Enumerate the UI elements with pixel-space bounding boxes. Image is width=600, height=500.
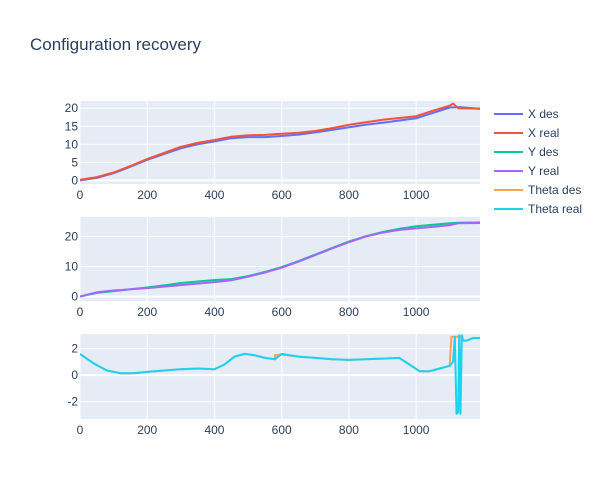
y-tick-label: 10	[65, 137, 79, 151]
legend-item[interactable]: Y real	[494, 164, 559, 178]
x-tick-label: 400	[204, 423, 224, 437]
x-tick-label: 200	[137, 188, 157, 202]
x-tick-label: 200	[137, 305, 157, 319]
subplot-3: 0 200 400 600 800 1000 -2 0 2	[67, 334, 480, 437]
x-tick-label: 800	[339, 305, 359, 319]
y-tick-label: 20	[65, 101, 79, 115]
legend-label: Y real	[528, 164, 559, 178]
legend-item[interactable]: Y des	[494, 145, 558, 159]
legend-item[interactable]: X des	[494, 107, 559, 121]
series-line-x-real	[80, 102, 480, 181]
legend-item[interactable]: Theta real	[494, 202, 582, 216]
legend-label: Theta real	[528, 202, 582, 216]
legend-label: X real	[528, 126, 559, 140]
x-tick-label: 0	[77, 423, 84, 437]
legend-item[interactable]: X real	[494, 126, 559, 140]
chart-title: Configuration recovery	[30, 35, 202, 54]
x-tick-label: 1000	[403, 423, 430, 437]
y-tick-label: 15	[65, 119, 79, 133]
x-tick-label: 1000	[403, 188, 430, 202]
x-tick-label: 800	[339, 188, 359, 202]
x-tick-label: 0	[77, 305, 84, 319]
plot-area	[80, 334, 480, 419]
legend-label: Theta des	[528, 183, 581, 197]
x-tick-label: 1000	[403, 305, 430, 319]
x-tick-label: 400	[204, 188, 224, 202]
y-tick-label: 10	[65, 260, 79, 274]
legend-label: X des	[528, 107, 559, 121]
series-line-y-real	[80, 222, 480, 298]
x-tick-label: 600	[272, 305, 292, 319]
subplot-1: 0 200 400 600 800 1000 0 5 10 15 20	[65, 101, 480, 202]
y-tick-label: 20	[65, 230, 79, 244]
legend: X des X real Y des Y real Theta des Theta rea…	[494, 107, 582, 216]
y-tick-label: 0	[71, 173, 78, 187]
series-line-theta-real	[80, 334, 480, 415]
subplot-2: 0 200 400 600 800 1000 0 10 20	[65, 217, 480, 319]
y-tick-label: 0	[71, 368, 78, 382]
y-tick-label: -2	[67, 395, 78, 409]
y-tick-label: 5	[71, 155, 78, 169]
legend-item[interactable]: Theta des	[494, 183, 581, 197]
y-tick-label: 2	[71, 342, 78, 356]
x-tick-label: 800	[339, 423, 359, 437]
x-tick-label: 600	[272, 423, 292, 437]
plot-area	[80, 101, 480, 184]
x-tick-label: 200	[137, 423, 157, 437]
x-tick-label: 400	[204, 305, 224, 319]
y-tick-label: 0	[71, 290, 78, 304]
legend-label: Y des	[528, 145, 558, 159]
x-tick-label: 0	[77, 188, 84, 202]
x-tick-label: 600	[272, 188, 292, 202]
